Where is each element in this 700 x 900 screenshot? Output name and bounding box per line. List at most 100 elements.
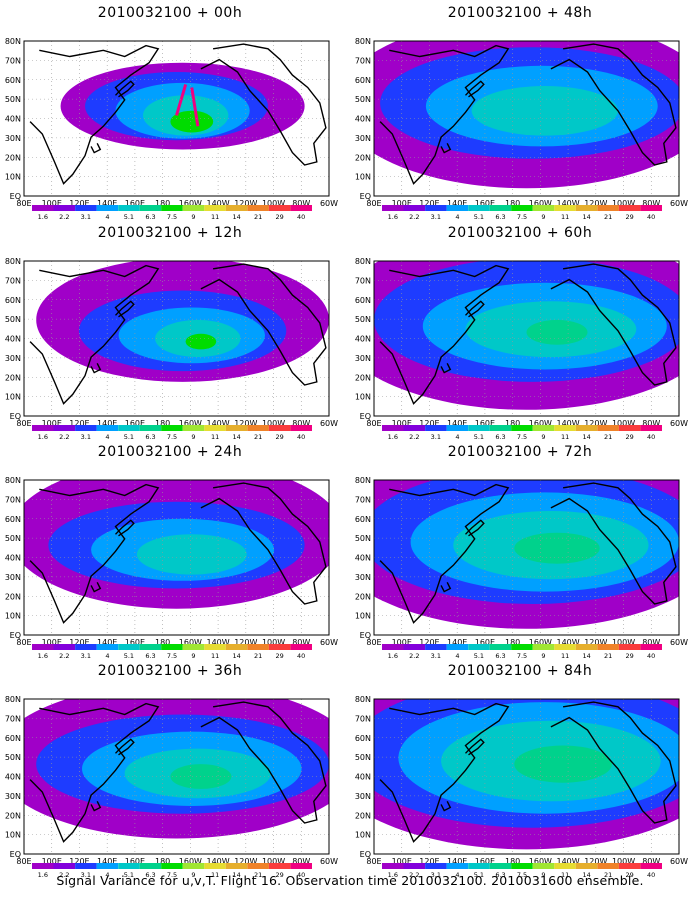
colorbar-label: 11 <box>561 433 569 440</box>
colorbar-swatch <box>618 425 641 431</box>
colorbar-swatch <box>32 205 54 211</box>
colorbar-swatch <box>532 205 555 211</box>
colorbar-swatch <box>575 863 598 869</box>
colorbar-label: 9 <box>191 652 195 659</box>
colorbar-label: 5.1 <box>124 433 134 440</box>
lon-tick-label: 160W <box>529 857 552 866</box>
field-layer <box>374 261 679 410</box>
lat-tick-label: 10N <box>5 173 21 182</box>
colorbar-swatch <box>118 205 140 211</box>
lat-tick-label: 40N <box>355 773 371 782</box>
colorbar-label: 3.1 <box>431 433 441 440</box>
lon-tick-label: 120W <box>584 857 607 866</box>
colorbar-label: 5.1 <box>474 433 484 440</box>
colorbar-swatch <box>382 644 404 650</box>
coastline <box>440 581 452 593</box>
lon-tick-label: 140W <box>556 638 579 647</box>
lat-tick-label: 40N <box>355 554 371 563</box>
colorbar-swatch <box>640 205 662 211</box>
colorbar-swatch <box>75 205 97 211</box>
lon-tick-label: 160E <box>125 638 145 647</box>
coastline <box>90 362 102 374</box>
colorbar-label: 6.3 <box>145 433 155 440</box>
lon-tick-label: 60W <box>670 419 688 428</box>
colorbar-swatch <box>618 863 641 869</box>
lat-tick-label: 10N <box>355 612 371 621</box>
lon-tick-label: 100W <box>262 199 285 208</box>
colorbar-swatch <box>554 863 576 869</box>
colorbar-swatch <box>268 425 291 431</box>
colorbar-label: 4 <box>105 652 109 659</box>
colorbar-swatch <box>597 644 619 650</box>
lon-tick-label: 160W <box>529 419 552 428</box>
colorbar-label: 11 <box>211 652 219 659</box>
colorbar-swatch <box>118 863 140 869</box>
colorbar-swatch <box>640 863 662 869</box>
colorbar-swatch <box>425 644 447 650</box>
colorbar-swatch <box>554 205 576 211</box>
colorbar-label: 14 <box>232 433 240 440</box>
colorbar-label: 14 <box>232 871 240 878</box>
coastline <box>29 483 160 624</box>
colorbar-label: 7.5 <box>167 433 177 440</box>
colorbar-label: 2.2 <box>59 433 69 440</box>
lat-tick-label: EQ <box>360 631 371 640</box>
variance-contour-fill <box>170 110 214 133</box>
colorbar-label: 9 <box>541 652 545 659</box>
colorbar-swatch <box>446 644 469 650</box>
colorbar-swatch <box>403 644 425 650</box>
colorbar-swatch <box>268 863 291 869</box>
colorbar-swatch <box>575 205 598 211</box>
lat-tick-label: 30N <box>355 573 371 582</box>
lat-tick-label: 10N <box>5 612 21 621</box>
colorbar-swatch <box>446 205 469 211</box>
lon-tick-label: 100W <box>612 419 635 428</box>
lon-tick-label: 120W <box>584 199 607 208</box>
lon-tick-label: 160W <box>529 638 552 647</box>
colorbar-label: 3.1 <box>431 652 441 659</box>
colorbar-label: 40 <box>297 433 305 440</box>
coastline <box>90 800 102 812</box>
panel-title: 2010032100 + 36h <box>97 663 243 679</box>
lat-tick-label: 20N <box>355 373 371 382</box>
colorbar-label: 4 <box>455 213 459 220</box>
colorbar-swatch <box>640 425 662 431</box>
lon-tick-label: 140W <box>556 419 579 428</box>
lon-tick-label: 60W <box>320 638 338 647</box>
coastline <box>379 264 510 405</box>
lat-tick-label: 70N <box>5 276 21 285</box>
colorbar-swatch <box>618 205 641 211</box>
lon-tick-label: 120W <box>234 857 257 866</box>
colorbar-swatch <box>225 863 248 869</box>
lat-tick-label: 70N <box>355 276 371 285</box>
colorbar-label: 40 <box>647 652 655 659</box>
colorbar-swatch <box>290 205 312 211</box>
lon-tick-label: 180 <box>505 638 520 647</box>
lat-tick-label: 20N <box>5 373 21 382</box>
lon-tick-label: 100W <box>612 199 635 208</box>
lon-tick-label: 120E <box>69 857 89 866</box>
lat-tick-label: 40N <box>355 335 371 344</box>
colorbar-swatch <box>118 425 140 431</box>
lon-tick-label: 180 <box>155 857 170 866</box>
colorbar-swatch <box>53 644 75 650</box>
colorbar-label: 21 <box>254 213 262 220</box>
colorbar-label: 21 <box>604 652 612 659</box>
map-panel: 2010032100 + 36h 80N 70N 60N 50N 40N 30N 20N 10N… <box>0 663 340 878</box>
lon-tick-label: 100W <box>262 419 285 428</box>
lon-tick-label: 120W <box>234 638 257 647</box>
coastline <box>440 142 452 154</box>
colorbar-swatch <box>182 863 205 869</box>
colorbar-label: 4 <box>105 871 109 878</box>
colorbar-swatch <box>182 644 205 650</box>
map-frame <box>373 260 680 417</box>
field-layer <box>36 261 329 382</box>
lat-tick-label: EQ <box>10 850 21 859</box>
field-layer <box>60 62 305 150</box>
lon-tick-label: 160E <box>125 857 145 866</box>
colorbar-label: 7.5 <box>167 213 177 220</box>
lon-tick-label: 140E <box>97 199 117 208</box>
colorbar-label: 21 <box>254 871 262 878</box>
colorbar-swatch <box>247 205 269 211</box>
lat-tick-label: EQ <box>360 850 371 859</box>
